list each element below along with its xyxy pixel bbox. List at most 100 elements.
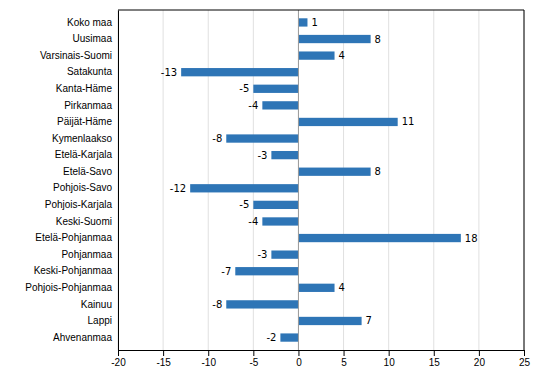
bar — [298, 234, 460, 242]
x-tick: 15 — [429, 350, 441, 368]
grid — [118, 10, 524, 350]
data-label: 1 — [311, 17, 317, 28]
bars — [181, 18, 461, 341]
x-tick-mark — [208, 350, 209, 356]
bar — [181, 68, 298, 76]
y-tick: Kainuu — [81, 299, 112, 310]
data-label: -3 — [257, 249, 267, 260]
frame-top — [118, 10, 524, 11]
grid-line — [208, 10, 209, 350]
y-tick: Koko maa — [67, 17, 112, 28]
x-tick-mark — [344, 350, 345, 356]
y-tick: Satakunta — [67, 66, 112, 77]
data-label: -12 — [170, 183, 186, 194]
x-tick: -20 — [111, 350, 126, 368]
y-tick: Pohjanmaa — [61, 249, 112, 260]
y-tick-label: Koko maa — [67, 17, 112, 28]
bar — [298, 51, 334, 59]
x-tick-label: -20 — [111, 357, 126, 368]
data-label: -13 — [161, 67, 177, 78]
bar — [280, 333, 298, 341]
data-label: -5 — [239, 83, 249, 94]
x-tick: -5 — [249, 350, 258, 368]
y-tick-label: Uusimaa — [73, 33, 113, 44]
y-tick-label: Pohjois-Karjala — [45, 199, 113, 210]
grid-line — [478, 10, 479, 350]
data-labels: 184-13-5-411-8-38-12-5-418-3-74-87-2 — [161, 17, 478, 343]
x-tick-mark — [434, 350, 435, 356]
bar — [298, 35, 370, 43]
y-tick: Ahvenanmaa — [53, 332, 112, 343]
data-label: 18 — [465, 233, 478, 244]
y-tick: Uusimaa — [73, 33, 113, 44]
x-tick-label: 0 — [296, 357, 302, 368]
x-tick: -10 — [201, 350, 216, 368]
y-tick: Pirkanmaa — [64, 100, 112, 111]
y-tick-label: Päijät-Häme — [57, 116, 112, 127]
grid-line — [118, 10, 119, 350]
data-label: -5 — [239, 199, 249, 210]
grid-line — [524, 10, 525, 350]
x-tick-label: -10 — [201, 357, 216, 368]
y-tick-label: Pohjanmaa — [61, 249, 112, 260]
data-label: 11 — [402, 116, 415, 127]
x-tick-label: 25 — [519, 357, 531, 368]
y-tick-label: Ahvenanmaa — [53, 332, 112, 343]
data-label: -3 — [257, 150, 267, 161]
frame-right — [524, 10, 525, 350]
y-tick-label: Keski-Pohjanmaa — [34, 265, 113, 276]
data-label: 8 — [375, 166, 381, 177]
y-tick-label: Pohjois-Savo — [53, 182, 112, 193]
y-tick-label: Varsinais-Suomi — [40, 50, 112, 61]
data-label: 4 — [339, 282, 345, 293]
x-tick-label: 5 — [341, 357, 347, 368]
y-tick: Etelä-Pohjanmaa — [35, 232, 112, 243]
bar — [226, 134, 298, 142]
y-tick: Kymenlaakso — [52, 133, 112, 144]
x-tick: 10 — [384, 350, 396, 368]
x-tick: 20 — [474, 350, 486, 368]
bar — [271, 250, 298, 258]
grid-line — [253, 10, 254, 350]
chart: -20 -15 -10 -5 0 5 10 15 20 25 Koko maa Uusimaa Vars… — [0, 0, 546, 376]
zero-line — [298, 10, 299, 350]
y-tick-label: Keski-Suomi — [56, 216, 112, 227]
data-label: -7 — [221, 266, 231, 277]
y-tick: Keski-Suomi — [56, 216, 112, 227]
bar — [298, 317, 361, 325]
x-tick-label: 10 — [384, 357, 396, 368]
y-tick: Kanta-Häme — [56, 83, 113, 94]
y-tick: Etelä-Savo — [63, 166, 112, 177]
bar — [226, 300, 298, 308]
y-tick: Pohjois-Karjala — [45, 199, 113, 210]
y-tick-label: Lappi — [88, 315, 112, 326]
bar — [298, 18, 307, 26]
x-tick-mark — [298, 350, 299, 356]
y-tick: Pohjois-Savo — [53, 182, 112, 193]
y-tick: Keski-Pohjanmaa — [34, 265, 113, 276]
data-label: -8 — [212, 133, 222, 144]
data-label: -4 — [248, 100, 258, 111]
bar — [298, 168, 370, 176]
x-tick-mark — [479, 350, 480, 356]
y-tick-label: Kainuu — [81, 299, 112, 310]
x-tick-mark — [163, 350, 164, 356]
x-tick-label: -5 — [249, 357, 258, 368]
bar — [271, 151, 298, 159]
grid-line — [433, 10, 434, 350]
data-label: 7 — [366, 315, 372, 326]
y-tick: Pohjois-Pohjanmaa — [25, 282, 112, 293]
bar — [253, 85, 298, 93]
x-tick-mark — [118, 350, 119, 356]
grid-line — [163, 10, 164, 350]
bar — [262, 101, 298, 109]
y-tick-label: Satakunta — [67, 66, 112, 77]
y-axis-line — [118, 11, 119, 351]
y-tick-label: Pirkanmaa — [64, 100, 112, 111]
data-label: -8 — [212, 299, 222, 310]
x-axis: -20 -15 -10 -5 0 5 10 15 20 25 — [111, 350, 530, 368]
bar — [190, 184, 298, 192]
x-tick: -15 — [156, 350, 171, 368]
x-tick: 5 — [341, 350, 347, 368]
x-axis-line — [119, 351, 525, 357]
